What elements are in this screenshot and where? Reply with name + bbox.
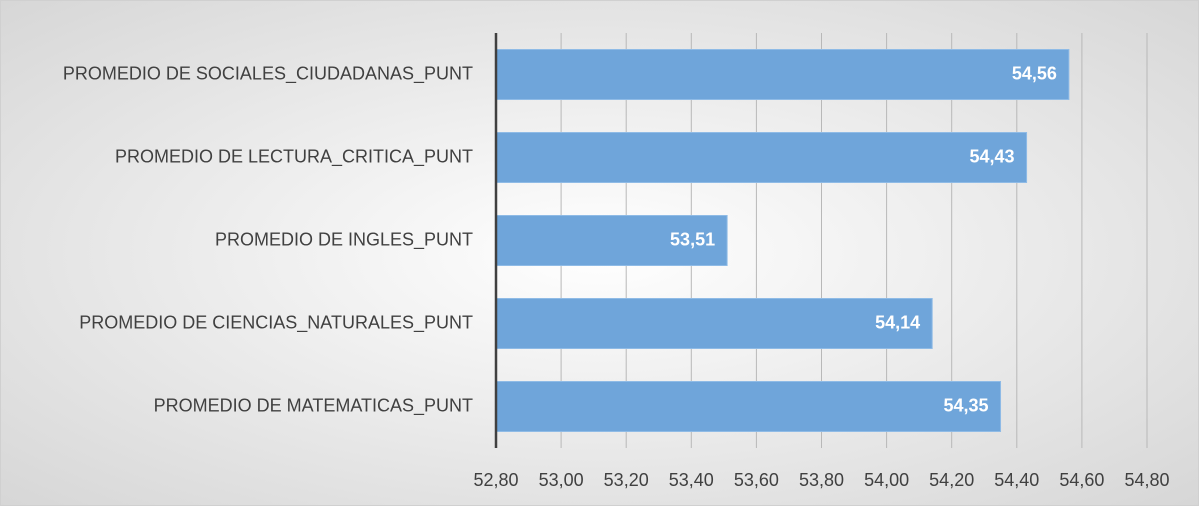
x-tick-label: 53,80	[799, 470, 844, 490]
x-tick-label: 52,80	[473, 470, 518, 490]
x-tick-label: 54,00	[864, 470, 909, 490]
bar	[495, 381, 1002, 432]
bar	[495, 49, 1070, 100]
value-label: 53,51	[670, 229, 715, 249]
value-label: 54,14	[875, 312, 920, 332]
x-tick-label: 54,60	[1059, 470, 1104, 490]
bar	[495, 132, 1028, 183]
x-tick-label: 53,40	[669, 470, 714, 490]
x-tick-label: 53,00	[539, 470, 584, 490]
x-tick-label: 54,80	[1124, 470, 1169, 490]
x-tick-label: 53,60	[734, 470, 779, 490]
y-tick-label: PROMEDIO DE MATEMATICAS_PUNT	[154, 395, 473, 416]
y-tick-label: PROMEDIO DE INGLES_PUNT	[215, 229, 473, 250]
value-label: 54,35	[943, 395, 988, 415]
y-tick-label: PROMEDIO DE CIENCIAS_NATURALES_PUNT	[79, 312, 473, 333]
value-label: 54,56	[1012, 63, 1057, 83]
y-tick-label: PROMEDIO DE LECTURA_CRITICA_PUNT	[115, 146, 473, 167]
value-label: 54,43	[970, 146, 1015, 166]
x-tick-label: 54,20	[929, 470, 974, 490]
x-tick-label: 53,20	[604, 470, 649, 490]
x-tick-label: 54,40	[994, 470, 1039, 490]
y-tick-label: PROMEDIO DE SOCIALES_CIUDADANAS_PUNT	[63, 63, 473, 84]
bar	[495, 298, 933, 349]
